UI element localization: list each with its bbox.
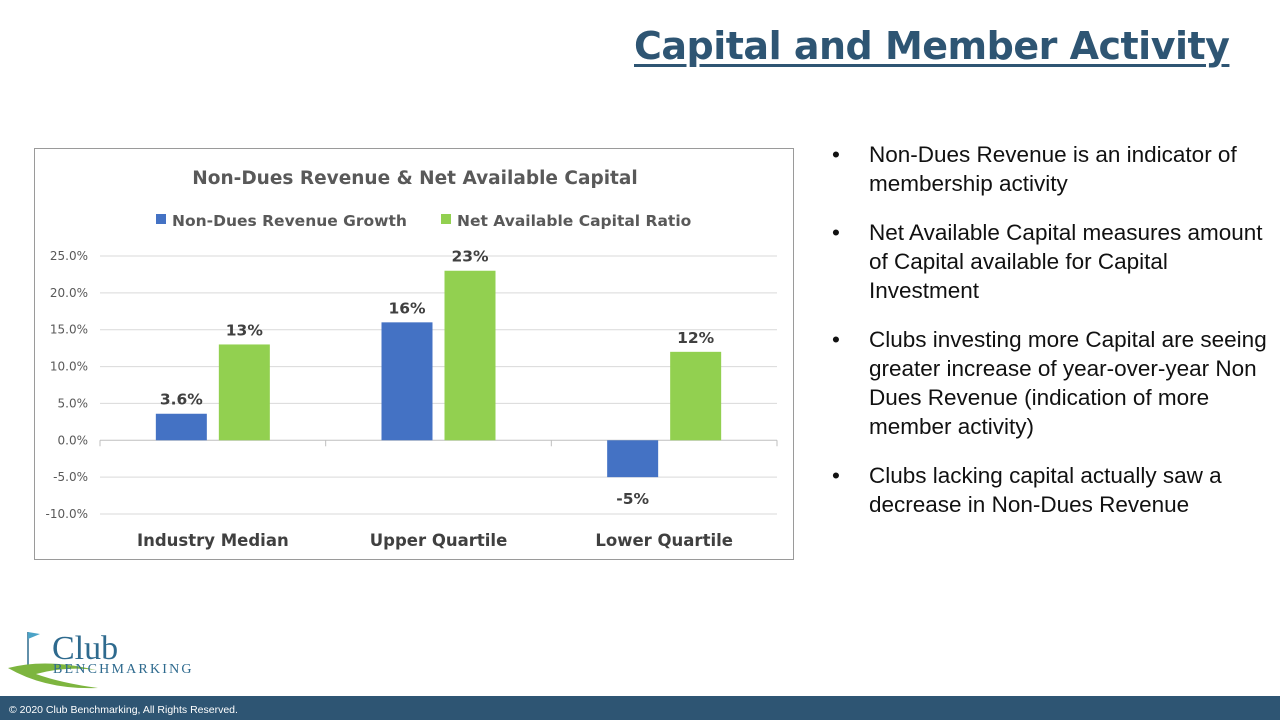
bullet-icon: • — [832, 142, 840, 167]
bar — [381, 322, 433, 441]
x-category-label: Industry Median — [137, 531, 289, 550]
chart-container: Non-Dues Revenue & Net Available Capital… — [34, 148, 794, 560]
y-tick-label: 25.0% — [50, 249, 88, 263]
bullet-list: • Non-Dues Revenue is an indicator of mem… — [830, 140, 1270, 539]
bullet-item: • Clubs investing more Capital are seeing… — [830, 325, 1270, 441]
chart-title: Non-Dues Revenue & Net Available Capital — [192, 168, 637, 189]
bar — [155, 413, 207, 441]
bullet-text: Clubs investing more Capital are seeing … — [869, 327, 1267, 439]
bullet-icon: • — [832, 327, 840, 352]
legend-label-capital: Net Available Capital Ratio — [457, 212, 691, 230]
bullet-text: Net Available Capital measures amount of… — [869, 220, 1263, 303]
bar — [444, 270, 496, 441]
data-label: -5% — [616, 490, 649, 508]
bullet-text: Clubs lacking capital actually saw a dec… — [869, 463, 1222, 517]
legend-label-nondues: Non-Dues Revenue Growth — [172, 212, 407, 230]
bullet-icon: • — [832, 463, 840, 488]
data-label: 3.6% — [160, 391, 203, 409]
bar — [607, 440, 659, 478]
legend-swatch-capital — [441, 214, 451, 224]
bar — [670, 351, 722, 441]
data-label: 12% — [677, 329, 715, 347]
bullet-item: • Clubs lacking capital actually saw a de… — [830, 461, 1270, 519]
bullet-text: Non-Dues Revenue is an indicator of memb… — [869, 142, 1237, 196]
data-label: 23% — [451, 248, 489, 266]
x-category-label: Lower Quartile — [595, 531, 733, 550]
x-category-label: Upper Quartile — [370, 531, 508, 550]
club-benchmarking-logo: Club BENCHMARKING — [8, 630, 194, 689]
y-tick-label: 20.0% — [50, 286, 88, 300]
logo-swoosh — [8, 663, 98, 689]
bar-chart: Non-Dues Revenue & Net Available Capital… — [46, 168, 778, 550]
bullet-icon: • — [832, 220, 840, 245]
logo-text-benchmarking: BENCHMARKING — [53, 662, 194, 677]
bar — [218, 344, 270, 441]
footer-bar: © 2020 Club Benchmarking, All Rights Res… — [0, 696, 1280, 720]
y-tick-label: 0.0% — [58, 433, 89, 447]
bullet-item: • Net Available Capital measures amount o… — [830, 218, 1270, 305]
y-tick-label: -5.0% — [53, 470, 88, 484]
page-title: Capital and Member Activity — [634, 24, 1230, 68]
data-label: 13% — [226, 321, 264, 339]
legend-swatch-nondues — [156, 214, 166, 224]
bullet-item: • Non-Dues Revenue is an indicator of mem… — [830, 140, 1270, 198]
y-tick-label: 15.0% — [50, 323, 88, 337]
logo-text-club: Club — [52, 630, 118, 667]
copyright-text: © 2020 Club Benchmarking, All Rights Res… — [9, 704, 238, 716]
y-tick-label: 10.0% — [50, 360, 88, 374]
data-label: 16% — [388, 299, 426, 317]
y-tick-label: -10.0% — [46, 507, 88, 521]
y-tick-label: 5.0% — [58, 396, 89, 410]
